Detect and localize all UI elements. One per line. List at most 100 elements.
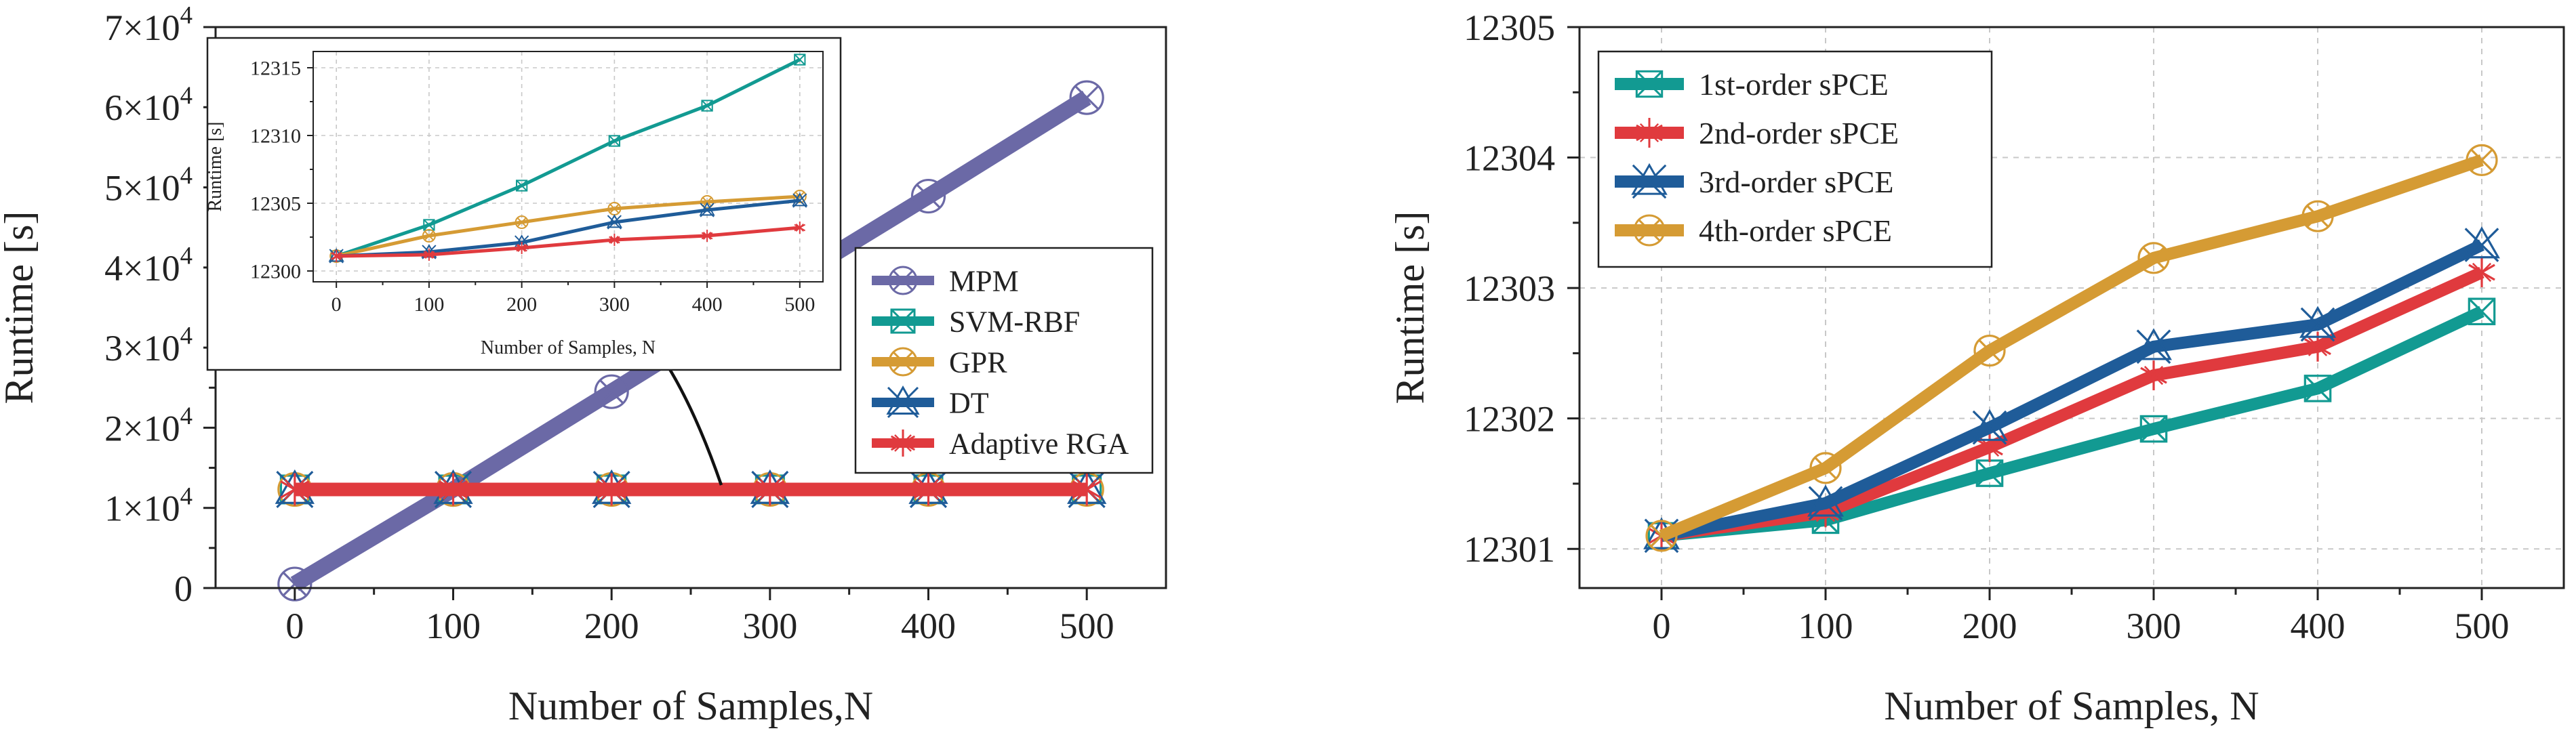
inset-series-0-point-3 bbox=[608, 135, 621, 147]
right-series-2nd-order-spce-point-5 bbox=[2468, 257, 2495, 288]
inset-series-2-point-4 bbox=[699, 202, 715, 217]
left-y-axis-label: Runtime [s] bbox=[0, 211, 41, 404]
left-ytick-mantissa-0: 0 bbox=[174, 568, 193, 609]
left-legend-item-mpm: MPM bbox=[872, 264, 1019, 297]
right-legend-marker-2nd-order-spce bbox=[1636, 118, 1663, 148]
inset-series-1-point-1 bbox=[422, 229, 436, 243]
inset-series-2-line bbox=[336, 198, 801, 258]
left-series-adaptive-rga-point-3 bbox=[755, 473, 785, 506]
right-series-3rd-order-spce-point-3 bbox=[2135, 328, 2172, 364]
left-ytick-label-6: 6×104 bbox=[104, 81, 193, 128]
left-ytick-label-2: 2×104 bbox=[104, 402, 193, 448]
left-ytick-mantissa-6: 6×10 bbox=[104, 87, 180, 128]
right-legend-item-2nd-order-spce: 2nd-order sPCE bbox=[1615, 116, 1899, 150]
left-xtick-label-0: 0 bbox=[285, 606, 304, 646]
inset-series-0-line bbox=[336, 58, 801, 258]
inset-ytick-label-3: 12315 bbox=[250, 58, 301, 80]
inset-series-1-line bbox=[336, 194, 800, 258]
inset-x-axis-label: Number of Samples, N bbox=[481, 337, 656, 358]
left-ytick-mantissa-7: 7×10 bbox=[104, 7, 180, 48]
inset-xtick-label-0: 0 bbox=[331, 293, 342, 316]
left-xtick-label-4: 400 bbox=[901, 606, 956, 646]
left-ytick-mantissa-4: 4×10 bbox=[104, 248, 180, 289]
right-xtick-label-0: 0 bbox=[1653, 606, 1671, 646]
right-xtick-label-1: 100 bbox=[1798, 606, 1853, 646]
right-ytick-label-1: 12302 bbox=[1464, 399, 1555, 440]
right-x-axis-label: Number of Samples, N bbox=[1884, 684, 2259, 728]
left-legend-item-dt: DT bbox=[872, 385, 989, 419]
right-series-4th-order-spce bbox=[1645, 144, 2498, 552]
right-legend: 1st-order sPCE 2nd-order sPCE 3rd-order sP… bbox=[1597, 50, 1993, 268]
left-legend-label-mpm: MPM bbox=[949, 264, 1019, 297]
right-series-3rd-order-spce-point-2 bbox=[1971, 409, 2008, 445]
right-series-4th-order-spce-point-0 bbox=[1645, 520, 1678, 552]
right-xtick-label-2: 200 bbox=[1963, 606, 2017, 646]
right-series-3rd-order-spce-point-4 bbox=[2299, 306, 2336, 342]
right-series-4th-order-spce-point-4 bbox=[2301, 200, 2334, 232]
right-series-4th-order-spce-point-1 bbox=[1809, 452, 1842, 484]
left-x-axis-label: Number of Samples,N bbox=[508, 684, 873, 728]
right-xtick-label-5: 500 bbox=[2455, 606, 2510, 646]
left-ytick-label-3: 3×104 bbox=[104, 322, 193, 369]
right-series-4th-order-spce-point-5 bbox=[2466, 144, 2498, 177]
right-series-4th-order-spce-point-3 bbox=[2137, 242, 2170, 274]
left-legend: MPM SVM-RBF GPR DT Adaptive RGA bbox=[854, 247, 1154, 474]
right-y-axis-label: Runtime [s] bbox=[1388, 211, 1432, 404]
left-legend-label-gpr: GPR bbox=[949, 345, 1007, 379]
left-series-adaptive-rga-point-0 bbox=[280, 473, 310, 506]
left-ytick-mantissa-5: 5×10 bbox=[104, 167, 180, 208]
left-series-mpm-point-5 bbox=[1069, 80, 1104, 115]
right-series-4th-order-spce-point-2 bbox=[1973, 334, 2006, 367]
right-ytick-label-2: 12303 bbox=[1464, 268, 1555, 309]
right-legend-label-2nd-order-spce: 2nd-order sPCE bbox=[1699, 116, 1899, 150]
inset-ytick-label-2: 12310 bbox=[250, 125, 301, 148]
right-legend-marker-1st-order-spce bbox=[1635, 70, 1664, 98]
left-series-adaptive-rga-point-1 bbox=[438, 473, 468, 506]
inset-series-3-point-1 bbox=[423, 249, 435, 261]
left-xtick-label-3: 300 bbox=[742, 606, 797, 646]
right-ytick-label-4: 12305 bbox=[1464, 7, 1555, 48]
right-ytick-label-3: 12304 bbox=[1464, 138, 1555, 178]
inset-series-2-point-5 bbox=[792, 192, 808, 208]
left-ytick-exponent-4: 4 bbox=[180, 241, 193, 269]
left-series-adaptive-rga-point-4 bbox=[913, 473, 944, 506]
inset-series-3-point-4 bbox=[701, 230, 713, 242]
left-legend-marker-gpr bbox=[888, 347, 918, 377]
inset-xtick-label-3: 300 bbox=[599, 293, 630, 316]
left-series-adaptive-rga bbox=[280, 473, 1102, 506]
left-series-adaptive-rga-point-2 bbox=[597, 473, 626, 506]
right-series-1st-order-spce-line bbox=[1661, 306, 2484, 542]
inset-series-3 bbox=[330, 222, 806, 262]
inset-series-0 bbox=[330, 54, 806, 262]
right-chart: 0 100 200 300 400 500 12301 12302 12303 12304 1230… bbox=[1388, 7, 2565, 728]
right-series-2nd-order-spce-point-2 bbox=[1976, 432, 2003, 463]
inset-xtick-label-2: 200 bbox=[506, 293, 537, 316]
inset-y-axis-label: Runtime [s] bbox=[205, 122, 226, 212]
inset-ytick-label-1: 12305 bbox=[250, 193, 301, 215]
inset-series-0-point-4 bbox=[701, 100, 713, 112]
left-legend-label-svm-rbf: SVM-RBF bbox=[949, 305, 1080, 338]
inset-ytick-label-0: 12300 bbox=[250, 261, 301, 283]
left-ytick-label-5: 5×104 bbox=[104, 161, 193, 208]
left-ytick-label-4: 4×104 bbox=[104, 241, 193, 288]
right-xtick-label-4: 400 bbox=[2291, 606, 2346, 646]
inset-series-0-point-5 bbox=[794, 54, 806, 66]
right-legend-marker-3rd-order-spce bbox=[1631, 163, 1668, 199]
right-series-3rd-order-spce bbox=[1643, 226, 2500, 553]
left-ytick-exponent-5: 4 bbox=[180, 161, 193, 189]
right-series-1st-order-spce-point-5 bbox=[2468, 297, 2496, 326]
left-legend-item-svm-rbf: SVM-RBF bbox=[872, 305, 1080, 338]
left-ytick-exponent-1: 4 bbox=[180, 482, 193, 509]
inset-series-3-point-5 bbox=[794, 222, 806, 234]
left-legend-marker-mpm bbox=[888, 266, 918, 295]
right-ytick-label-0: 12301 bbox=[1464, 529, 1555, 570]
left-legend-marker-dt bbox=[886, 385, 920, 419]
left-series-adaptive-rga-point-5 bbox=[1072, 473, 1102, 506]
right-series-4th-order-spce-line bbox=[1659, 154, 2484, 542]
right-series-2nd-order-spce-line bbox=[1660, 266, 2484, 542]
right-series-2nd-order-spce-point-3 bbox=[2140, 360, 2167, 391]
left-ytick-label-1: 1×104 bbox=[104, 482, 193, 528]
inset-series-3-point-2 bbox=[516, 242, 527, 254]
right-legend-label-4th-order-spce: 4th-order sPCE bbox=[1699, 213, 1892, 248]
